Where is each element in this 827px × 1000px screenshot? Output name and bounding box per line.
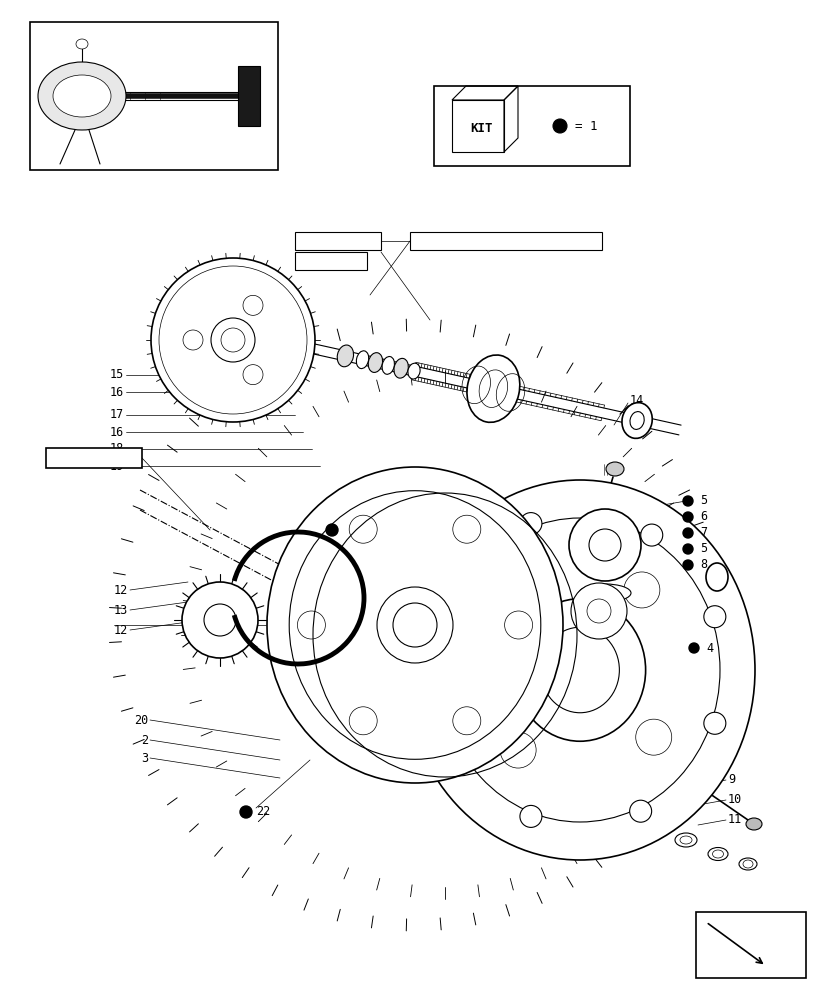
Text: 22: 22 — [256, 805, 270, 818]
Text: 9: 9 — [727, 773, 734, 786]
Text: 13: 13 — [113, 603, 128, 616]
Text: 1.40.0/07: 1.40.0/07 — [309, 236, 366, 246]
Circle shape — [703, 712, 725, 734]
Ellipse shape — [368, 353, 382, 372]
Text: 16: 16 — [110, 385, 124, 398]
Ellipse shape — [705, 563, 727, 591]
Circle shape — [703, 606, 725, 628]
Text: 18: 18 — [110, 442, 124, 456]
Bar — [696, 912, 805, 978]
Circle shape — [433, 712, 456, 734]
Ellipse shape — [404, 480, 754, 860]
Circle shape — [240, 806, 251, 818]
Circle shape — [682, 512, 692, 522]
Bar — [433, 86, 629, 166]
Ellipse shape — [381, 357, 394, 374]
Text: 5: 5 — [699, 542, 706, 556]
Ellipse shape — [266, 467, 562, 783]
Bar — [46, 448, 141, 468]
Circle shape — [682, 560, 692, 570]
Ellipse shape — [578, 584, 630, 602]
Circle shape — [568, 509, 640, 581]
Circle shape — [182, 582, 258, 658]
Circle shape — [326, 524, 337, 536]
Text: KIT: KIT — [471, 122, 493, 135]
Ellipse shape — [38, 62, 126, 130]
Text: 5: 5 — [699, 494, 706, 508]
Text: 14: 14 — [629, 393, 643, 406]
Text: 17: 17 — [110, 408, 124, 422]
Text: 2: 2 — [141, 734, 148, 746]
Circle shape — [519, 805, 541, 827]
Circle shape — [682, 544, 692, 554]
Ellipse shape — [745, 818, 761, 830]
Text: 11: 11 — [727, 813, 741, 826]
Ellipse shape — [337, 345, 353, 367]
Circle shape — [552, 119, 566, 133]
Circle shape — [519, 513, 541, 535]
Ellipse shape — [466, 355, 519, 422]
Bar — [294, 232, 380, 250]
Circle shape — [433, 606, 456, 628]
Bar — [294, 252, 366, 270]
Bar — [237, 66, 260, 126]
Ellipse shape — [356, 351, 368, 369]
Text: SEE  EQUIP. 320-322: SEE EQUIP. 320-322 — [446, 236, 565, 246]
Circle shape — [688, 643, 698, 653]
Text: 15: 15 — [110, 368, 124, 381]
Text: 10: 10 — [727, 793, 741, 806]
Text: 21: 21 — [342, 524, 356, 536]
Text: 8: 8 — [699, 558, 706, 572]
Text: 12: 12 — [113, 584, 128, 596]
Text: 20: 20 — [134, 714, 148, 726]
Ellipse shape — [203, 609, 237, 655]
Text: = 1: = 1 — [574, 120, 597, 133]
Ellipse shape — [408, 363, 419, 379]
Text: 1.40.0/01: 1.40.0/01 — [66, 453, 122, 463]
Text: 7: 7 — [699, 526, 706, 540]
Text: 12: 12 — [113, 624, 128, 637]
Text: PAG. 3: PAG. 3 — [312, 256, 349, 266]
Circle shape — [376, 587, 452, 663]
Circle shape — [151, 258, 314, 422]
Circle shape — [682, 528, 692, 538]
Text: 19: 19 — [110, 460, 124, 473]
Ellipse shape — [76, 39, 88, 49]
Text: 3: 3 — [141, 752, 148, 764]
Ellipse shape — [605, 462, 624, 476]
Ellipse shape — [394, 358, 408, 378]
Text: 16: 16 — [110, 426, 124, 438]
Ellipse shape — [53, 75, 111, 117]
Circle shape — [640, 524, 662, 546]
Circle shape — [682, 496, 692, 506]
Bar — [409, 232, 601, 250]
Circle shape — [571, 583, 626, 639]
Bar — [30, 22, 278, 170]
Text: 6: 6 — [699, 510, 706, 524]
Circle shape — [629, 800, 651, 822]
Ellipse shape — [621, 403, 652, 438]
Text: 4: 4 — [705, 642, 712, 654]
